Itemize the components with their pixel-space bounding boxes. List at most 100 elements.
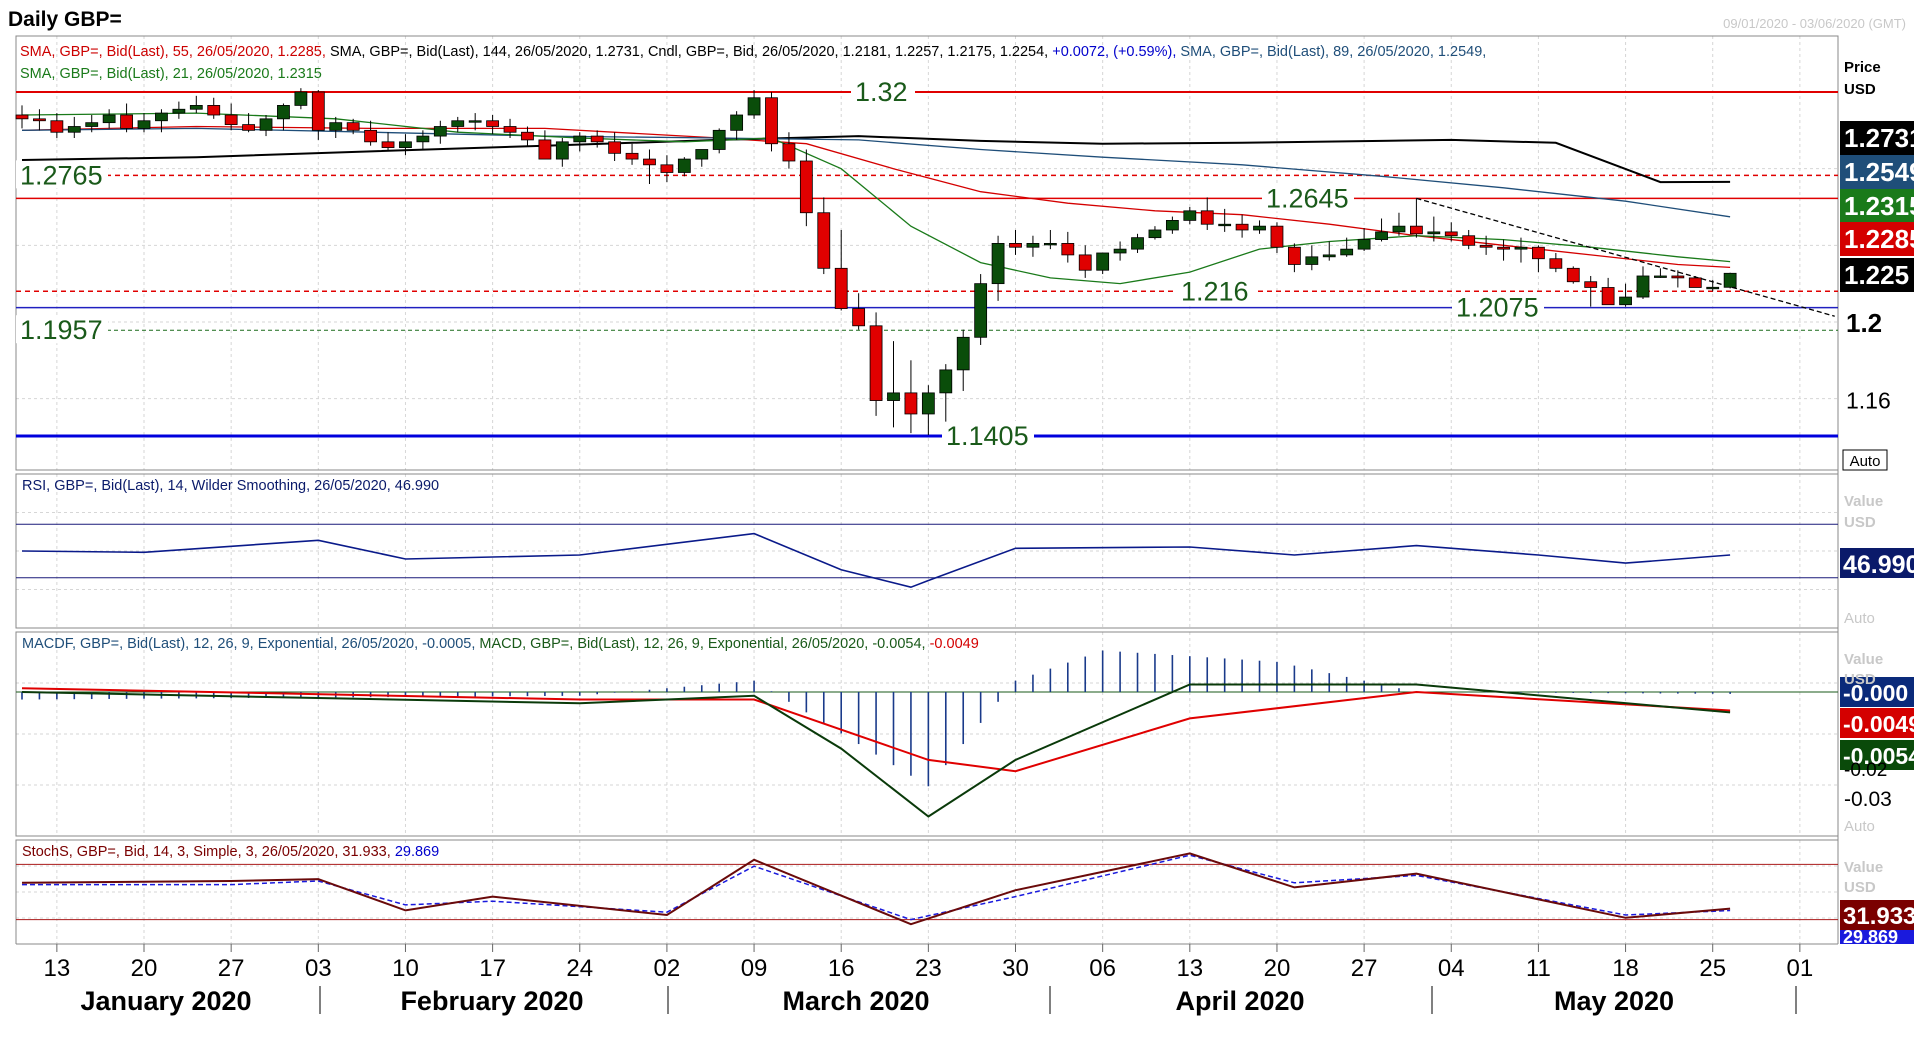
trendline bbox=[1416, 197, 1835, 317]
macd-axis-title: Value bbox=[1844, 651, 1883, 668]
x-day-label: 23 bbox=[915, 955, 942, 982]
level-label-bg bbox=[16, 315, 108, 344]
candle-body bbox=[1113, 248, 1127, 254]
candle-body bbox=[1479, 244, 1493, 248]
candle-body bbox=[503, 126, 517, 133]
rsi-line bbox=[21, 532, 1731, 589]
candle bbox=[956, 329, 970, 391]
candle-body bbox=[765, 97, 778, 145]
x-day-label: 24 bbox=[566, 955, 593, 982]
candle-body bbox=[939, 369, 953, 394]
candle-body bbox=[1584, 281, 1598, 288]
x-day-label: 27 bbox=[218, 955, 245, 982]
candle-body bbox=[1200, 210, 1214, 225]
candle-body bbox=[521, 131, 534, 141]
candle-body bbox=[33, 118, 46, 122]
candle bbox=[1340, 237, 1354, 257]
legend-segment: Cndl, GBP=, Bid, 26/05/2020, 1.2181, 1.2… bbox=[648, 44, 1052, 60]
candle bbox=[486, 114, 500, 135]
level-label-bg bbox=[1262, 183, 1354, 212]
level-label-1.2075: 1.2075 bbox=[1456, 293, 1539, 323]
price-badge-1.2285: 1.2285 bbox=[1844, 224, 1914, 254]
x-day-label: 27 bbox=[1351, 955, 1378, 982]
price-badge-1.2315: 1.2315 bbox=[1844, 191, 1914, 221]
candle bbox=[1375, 218, 1388, 242]
candle-body bbox=[921, 392, 935, 415]
candle-body bbox=[782, 143, 796, 162]
candle-body bbox=[712, 129, 726, 150]
candle-body bbox=[416, 135, 430, 143]
level-label-bg bbox=[1452, 292, 1544, 321]
x-day-label: 13 bbox=[1176, 955, 1203, 982]
candle bbox=[1444, 222, 1458, 242]
candle bbox=[1183, 206, 1197, 225]
candle-body bbox=[677, 158, 691, 173]
date-range: 09/01/2020 - 03/06/2020 (GMT) bbox=[1723, 16, 1906, 31]
candle-body bbox=[887, 392, 900, 401]
candle-body bbox=[277, 105, 290, 120]
level-label-bg bbox=[851, 77, 915, 105]
candle-body bbox=[991, 242, 1005, 285]
candle bbox=[468, 113, 482, 131]
price-auto-label[interactable]: Auto bbox=[1850, 453, 1881, 470]
candle bbox=[1619, 283, 1632, 307]
candle-body bbox=[974, 283, 988, 338]
candle-body bbox=[399, 141, 412, 148]
rsi-auto-label[interactable]: Auto bbox=[1844, 610, 1875, 627]
candle-body bbox=[852, 308, 866, 327]
candle-body bbox=[1671, 275, 1685, 279]
x-day-label: 16 bbox=[828, 955, 855, 982]
candle-body bbox=[1566, 267, 1580, 283]
candle-body bbox=[1078, 254, 1092, 271]
macd-tick-label: -0.03 bbox=[1844, 788, 1892, 811]
rsi-legend: RSI, GBP=, Bid(Last), 14, Wilder Smoothi… bbox=[22, 478, 439, 494]
macd-axis-unit: USD bbox=[1844, 671, 1876, 688]
candle-body bbox=[1165, 220, 1179, 231]
candle-body bbox=[224, 114, 238, 125]
candle bbox=[120, 103, 133, 133]
candle bbox=[364, 120, 378, 146]
candle-body bbox=[189, 105, 203, 110]
candle bbox=[1253, 220, 1266, 234]
legend-segment: SMA, GBP=, Bid(Last), 144, 26/05/2020, 1… bbox=[330, 44, 648, 60]
candle-body bbox=[259, 118, 273, 131]
candle-body bbox=[590, 135, 604, 143]
price-tick-1.2: 1.2 bbox=[1846, 308, 1882, 338]
candle bbox=[573, 132, 587, 152]
candle-body bbox=[1601, 287, 1615, 306]
price-badge-1.2549: 1.2549 bbox=[1844, 157, 1914, 187]
chart-title: Daily GBP= bbox=[8, 8, 122, 31]
macd-auto-label[interactable]: Auto bbox=[1844, 818, 1875, 835]
candle-body bbox=[555, 141, 569, 160]
candle-body bbox=[1375, 231, 1388, 240]
rsi-badge: 46.990 bbox=[1843, 551, 1914, 579]
candle-body bbox=[1723, 272, 1737, 288]
candle bbox=[189, 95, 203, 114]
macd-badge-1: -0.0049 bbox=[1843, 711, 1914, 737]
candle-body bbox=[1131, 237, 1144, 250]
price-badge-bg bbox=[1840, 189, 1914, 223]
candle-body bbox=[956, 336, 970, 371]
candle bbox=[85, 114, 99, 133]
candle bbox=[521, 126, 534, 146]
candle bbox=[1427, 216, 1441, 242]
macd-tick-partial: -0.02 bbox=[1844, 760, 1887, 781]
candle-body bbox=[1619, 296, 1632, 306]
candle-body bbox=[1462, 235, 1476, 246]
candle bbox=[1514, 237, 1528, 263]
candle-body bbox=[381, 141, 395, 148]
candle-body bbox=[120, 114, 133, 129]
level-label-bg bbox=[942, 421, 1034, 449]
price-badge-1.225: 1.225 bbox=[1844, 260, 1909, 290]
candle-body bbox=[695, 149, 709, 160]
rsi-badge-bg bbox=[1840, 548, 1914, 578]
price-auto-box[interactable] bbox=[1842, 449, 1888, 471]
candle-body bbox=[1340, 248, 1354, 256]
price-badge-bg bbox=[1840, 121, 1914, 155]
candle-body bbox=[364, 129, 378, 143]
candle-body bbox=[1427, 231, 1441, 235]
candle bbox=[1305, 245, 1319, 271]
candle bbox=[1113, 241, 1127, 261]
x-day-label: 03 bbox=[305, 955, 332, 982]
